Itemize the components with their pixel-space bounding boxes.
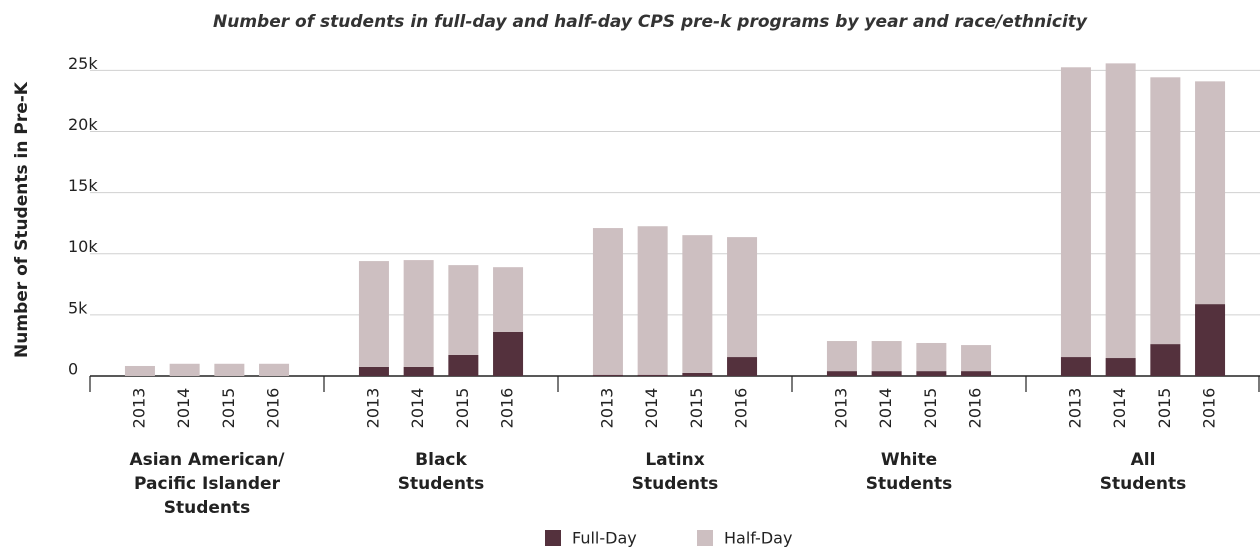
bar-segment (727, 237, 758, 358)
x-tick-label: 2016 (1200, 388, 1219, 429)
bar-segment (592, 228, 623, 375)
x-tick-label: 2016 (966, 388, 985, 429)
bar-segment (1060, 357, 1091, 376)
x-tick-label: 2013 (831, 388, 850, 429)
x-tick-label: 2015 (921, 388, 940, 429)
legend-swatch (545, 530, 561, 546)
bar-segment (592, 374, 623, 376)
legend-label: Full-Day (572, 529, 637, 547)
x-tick-label: 2015 (687, 388, 706, 429)
bar-segment (169, 363, 200, 376)
group-label: Asian American/ (129, 450, 285, 470)
bar-segment (682, 235, 713, 373)
x-tick-label: 2014 (174, 388, 193, 429)
y-tick-label: 0 (68, 360, 78, 379)
bar-segment (916, 371, 947, 376)
bar-segment (448, 354, 479, 376)
x-tick-label: 2015 (219, 388, 238, 429)
x-tick-label: 2016 (732, 388, 751, 429)
bar-segment (358, 366, 389, 376)
group-label: White (881, 450, 937, 470)
legend-label: Half-Day (724, 529, 792, 547)
bar-segment (259, 363, 290, 376)
x-tick-label: 2013 (363, 388, 382, 429)
group-label: All (1131, 450, 1156, 470)
group-label: Black (415, 450, 467, 470)
bar-segment (1195, 304, 1226, 376)
x-tick-label: 2013 (597, 388, 616, 429)
x-tick-label: 2016 (264, 388, 283, 429)
bar-segment (826, 371, 857, 376)
group-label: Students (632, 474, 719, 494)
x-tick-label: 2015 (453, 388, 472, 429)
bar-segment (871, 341, 902, 372)
group-label: Pacific Islander (134, 474, 281, 494)
y-tick-label: 25k (68, 54, 98, 73)
bar-segment (1150, 77, 1181, 345)
bar-segment (1195, 81, 1226, 305)
bar-segment (493, 331, 524, 376)
bar-segment (916, 342, 947, 372)
chart-title: Number of students in full-day and half-… (213, 12, 1088, 32)
bar-segment (214, 363, 245, 376)
bar-segment (826, 341, 857, 372)
x-tick-label: 2014 (1110, 388, 1129, 429)
y-tick-label: 20k (68, 115, 98, 134)
bar-segment (1060, 67, 1091, 358)
bar-segment (961, 345, 992, 372)
x-tick-label: 2015 (1155, 388, 1174, 429)
bar-segment (1150, 344, 1181, 376)
group-label: Students (398, 474, 485, 494)
bar-segment (1105, 63, 1136, 359)
x-tick-label: 2013 (1065, 388, 1084, 429)
group-label: Students (1100, 474, 1187, 494)
y-tick-label: 5k (68, 298, 88, 317)
bar-segment (637, 226, 668, 375)
x-tick-label: 2013 (129, 388, 148, 429)
bar-segment (493, 267, 524, 332)
group-label: Students (866, 474, 953, 494)
bar-segment (871, 371, 902, 376)
bar-segment (682, 372, 713, 376)
x-tick-label: 2014 (642, 388, 661, 429)
y-tick-label: 15k (68, 176, 98, 195)
legend-swatch (697, 530, 713, 546)
x-tick-label: 2014 (408, 388, 427, 429)
y-tick-label: 10k (68, 237, 98, 256)
group-label: Students (164, 498, 251, 518)
x-tick-label: 2014 (876, 388, 895, 429)
bar-segment (403, 260, 434, 367)
bar-segment (124, 365, 155, 376)
x-tick-label: 2016 (498, 388, 517, 429)
bar-segment (448, 265, 479, 355)
bar-segment (403, 366, 434, 376)
group-label: Latinx (645, 450, 704, 470)
bar-segment (1105, 358, 1136, 376)
bar-segment (727, 357, 758, 376)
bar-segment (961, 371, 992, 376)
bar-segment (358, 261, 389, 367)
bar-segment (637, 374, 668, 376)
y-axis-label: Number of Students in Pre-K (12, 81, 32, 358)
